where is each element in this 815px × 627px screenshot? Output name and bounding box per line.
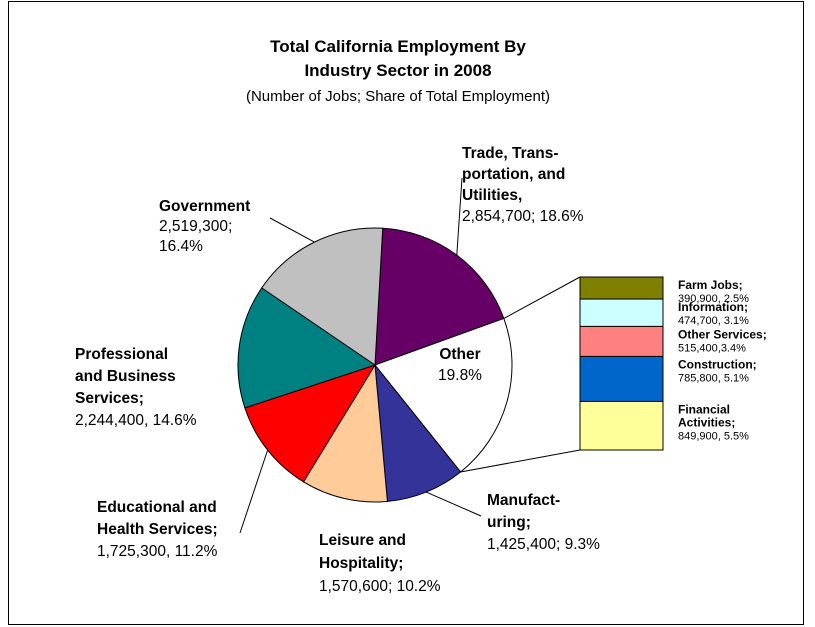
breakdown-label-other_services: Other Services;515,400,3.4% [678, 327, 767, 354]
slice-label-name: and Business [75, 368, 176, 385]
slice-label-trade: Trade, Trans-portation, and Utilities, 2,8… [462, 145, 584, 225]
slice-label-name: Services; [75, 390, 144, 407]
slice-label-name: Hospitality; [319, 555, 403, 572]
slice-label-education: Educational and Health Services; 1,725,300… [97, 499, 218, 560]
leader-line-trade [456, 177, 463, 256]
breakdown-label-construction: Construction;785,800, 5.1% [678, 357, 757, 384]
slice-label-government: Government 2,519,300; 16.4% [159, 198, 250, 255]
connector-line-bottom [460, 449, 581, 473]
bar-segment-financial [579, 400, 664, 451]
slice-label-name: Health Services; [97, 521, 218, 538]
breakdown-label-farm: Farm Jobs;390,900, 2.5% [678, 278, 749, 305]
slice-label-value: 2,244,400, 14.6% [75, 412, 197, 429]
slice-label-name: Professional [75, 346, 168, 363]
pie-slice-leisure [302, 363, 388, 503]
slice-label-value: 2,519,300; [159, 218, 232, 235]
slice-label-manufacturing: Manufact-uring; 1,425,400; 9.3% [487, 492, 600, 553]
bar-segment-information [579, 298, 664, 327]
bar-segment-farm [579, 276, 664, 300]
other-breakdown-bar [579, 276, 664, 451]
slice-label-name: Utilities, [462, 187, 522, 204]
breakdown-label-value: 849,900, 5.5% [678, 430, 749, 442]
slice-label-professional: Professional and Business Services; 2,244,4… [75, 346, 197, 429]
chart-title: Total California Employment By Industry S… [246, 37, 550, 105]
pie-slice-professional [237, 287, 377, 409]
slice-label-name: uring; [487, 514, 531, 531]
connector-line-top [503, 276, 581, 319]
slice-label-name: Educational and [97, 499, 217, 516]
slice-label-value: 16.4% [159, 238, 203, 255]
leader-lines [239, 177, 581, 534]
leader-line-manufacturing [426, 491, 482, 517]
leader-line-government [269, 217, 315, 243]
slice-label-value: 1,425,400; 9.3% [487, 536, 600, 553]
leader-line-education [239, 449, 269, 534]
pie-slice-other [374, 317, 513, 473]
breakdown-label-name: Construction; [678, 357, 757, 371]
bar-segment-construction [579, 355, 664, 402]
slice-label-other: Other 19.8% [438, 346, 482, 384]
breakdown-label-information: Information;474,700, 3.1% [678, 300, 749, 327]
breakdown-labels: Farm Jobs;390,900, 2.5%Information;474,7… [678, 278, 767, 442]
slice-label-name: Manufact- [487, 492, 560, 509]
breakdown-label-name: Financial [678, 402, 730, 416]
slice-label-leisure: Leisure and Hospitality; 1,570,600; 10.2% [319, 532, 441, 595]
slice-label-value: 2,854,700; 18.6% [462, 208, 584, 225]
breakdown-label-name: Farm Jobs; [678, 278, 743, 292]
bar-segment-other_services [579, 325, 664, 357]
slice-label-value: 1,725,300, 11.2% [97, 543, 218, 560]
chart-title-line: Industry Sector in 2008 [304, 61, 491, 80]
chart-title-line: Total California Employment By [270, 37, 526, 56]
slice-label-name: Government [159, 198, 250, 215]
breakdown-label-value: 390,900, 2.5% [678, 293, 749, 305]
breakdown-label-value: 785,800, 5.1% [678, 372, 749, 384]
pie-slice-trade [374, 227, 505, 366]
slice-label-name: portation, and [462, 166, 565, 183]
breakdown-label-value: 474,700, 3.1% [678, 315, 749, 327]
breakdown-label-name: Information; [678, 300, 748, 314]
slice-label-name: Trade, Trans- [462, 145, 558, 162]
slice-label-name: Leisure and [319, 532, 406, 549]
slice-label-value: 1,570,600; 10.2% [319, 578, 441, 595]
breakdown-label-name: Other Services; [678, 327, 767, 341]
chart-subtitle: (Number of Jobs; Share of Total Employme… [246, 88, 550, 105]
slice-label-name: Other [439, 346, 480, 363]
slice-labels: Trade, Trans-portation, and Utilities, 2,8… [75, 145, 767, 595]
pie-slice-manufacturing [374, 363, 462, 502]
breakdown-label-value: 515,400,3.4% [678, 342, 746, 354]
pie-slice-government [261, 227, 384, 366]
slice-label-value: 19.8% [438, 367, 482, 384]
pie-slices [237, 227, 513, 503]
pie-slice-education [244, 364, 377, 483]
breakdown-label-name: Activities; [678, 415, 735, 429]
